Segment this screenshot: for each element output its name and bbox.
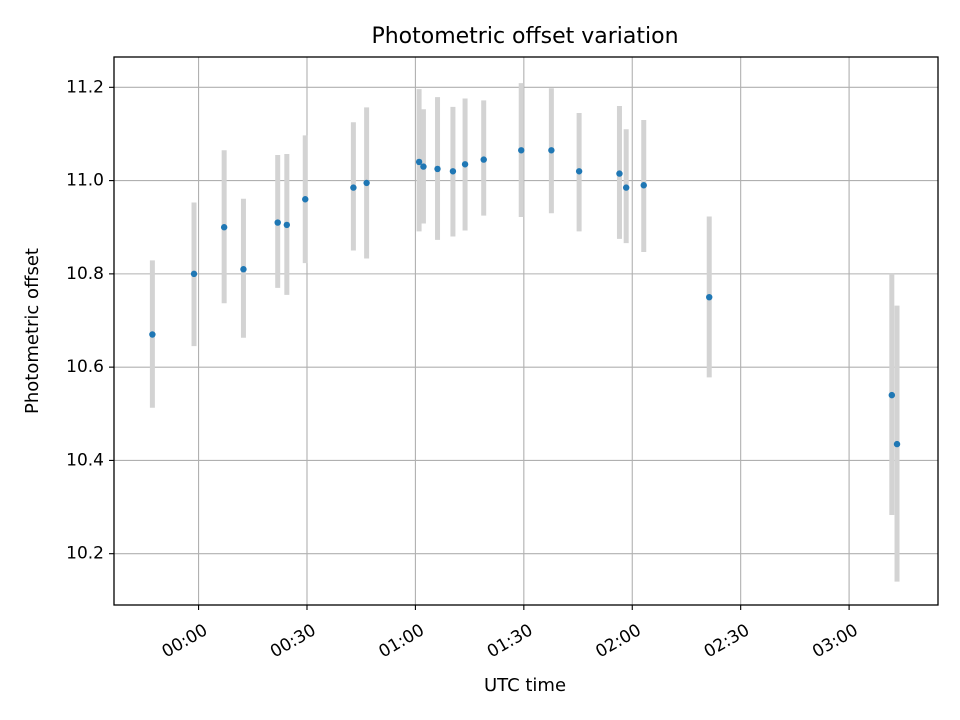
- y-tick-label: 11.2: [66, 77, 104, 97]
- data-point: [888, 391, 896, 399]
- y-axis-label: Photometric offset: [22, 248, 43, 414]
- y-tick-label: 11.0: [66, 171, 104, 191]
- y-axis-ticks: 10.2 10.4 10.6 10.8 11.0 11.2: [66, 77, 114, 564]
- grid-lines: [114, 57, 938, 605]
- data-point: [640, 182, 647, 189]
- y-tick-label: 10.6: [66, 357, 104, 377]
- y-tick-label: 10.2: [66, 544, 104, 564]
- data-point: [190, 270, 198, 278]
- data-point: [350, 184, 357, 191]
- data-point: [616, 170, 623, 177]
- data-point: [893, 440, 901, 448]
- data-point: [302, 196, 309, 203]
- data-point: [363, 179, 370, 187]
- data-point: [240, 266, 247, 273]
- data-point: [518, 147, 525, 154]
- data-point: [415, 158, 423, 166]
- data-points: [149, 147, 901, 448]
- plot-frame: [113, 56, 939, 606]
- x-axis-label: UTC time: [484, 675, 566, 696]
- data-point: [461, 161, 469, 168]
- data-point: [480, 156, 487, 163]
- data-point: [220, 224, 228, 231]
- data-point: [420, 163, 427, 170]
- data-point: [575, 168, 583, 175]
- data-point: [548, 147, 555, 154]
- chart-title: Photometric offset variation: [371, 24, 678, 49]
- data-point: [706, 293, 713, 301]
- data-point: [434, 165, 441, 173]
- data-point: [449, 168, 457, 175]
- data-point: [283, 221, 291, 229]
- y-tick-label: 10.8: [66, 264, 104, 284]
- y-tick-label: 10.4: [66, 450, 104, 470]
- data-point: [274, 219, 281, 226]
- data-point: [622, 184, 630, 191]
- data-point: [149, 331, 156, 338]
